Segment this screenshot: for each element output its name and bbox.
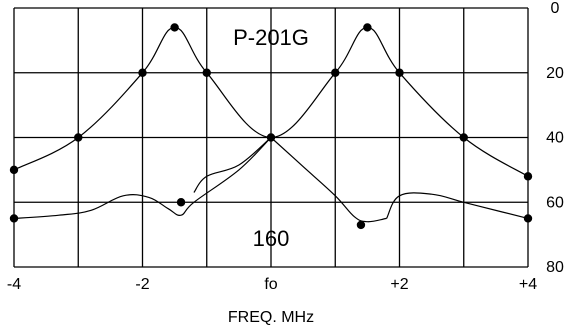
x-tick-label: -4 xyxy=(7,276,21,293)
chart-annotation: 160 xyxy=(253,226,290,251)
data-point xyxy=(356,220,366,230)
data-point xyxy=(523,172,533,181)
x-tick-label: -2 xyxy=(135,276,149,293)
series-line xyxy=(386,192,529,219)
y-tick-label: 20 xyxy=(546,65,564,82)
data-point xyxy=(138,68,147,77)
data-point xyxy=(176,198,186,207)
y-tick-label: 40 xyxy=(546,130,564,147)
chart-annotations: P-201G 160 xyxy=(233,25,309,251)
x-axis-tick-labels: -4 -2 fo +2 +4 xyxy=(7,276,537,293)
data-point xyxy=(9,165,19,175)
data-point xyxy=(363,23,372,32)
data-point xyxy=(331,68,340,77)
x-axis-label: FREQ. MHz xyxy=(228,309,314,326)
data-point xyxy=(170,23,179,32)
series-line xyxy=(270,137,387,223)
series-line xyxy=(13,137,272,219)
data-point xyxy=(266,133,276,142)
y-tick-label: 60 xyxy=(546,194,564,211)
data-point xyxy=(523,214,533,223)
x-tick-label: +2 xyxy=(390,276,408,293)
data-point xyxy=(9,214,19,223)
data-point xyxy=(202,68,211,77)
data-point xyxy=(74,133,83,142)
chart-annotation: P-201G xyxy=(233,25,309,50)
chart-markers xyxy=(9,23,533,230)
series-line xyxy=(193,137,272,193)
data-point xyxy=(459,133,468,142)
y-axis-tick-labels: 0 20 40 60 80 xyxy=(546,0,564,276)
x-tick-label: fo xyxy=(264,276,277,293)
chart-grid xyxy=(13,7,529,268)
y-tick-label: 0 xyxy=(551,0,560,17)
x-tick-label: +4 xyxy=(519,276,537,293)
data-point xyxy=(395,68,404,77)
y-tick-label: 80 xyxy=(546,259,564,276)
